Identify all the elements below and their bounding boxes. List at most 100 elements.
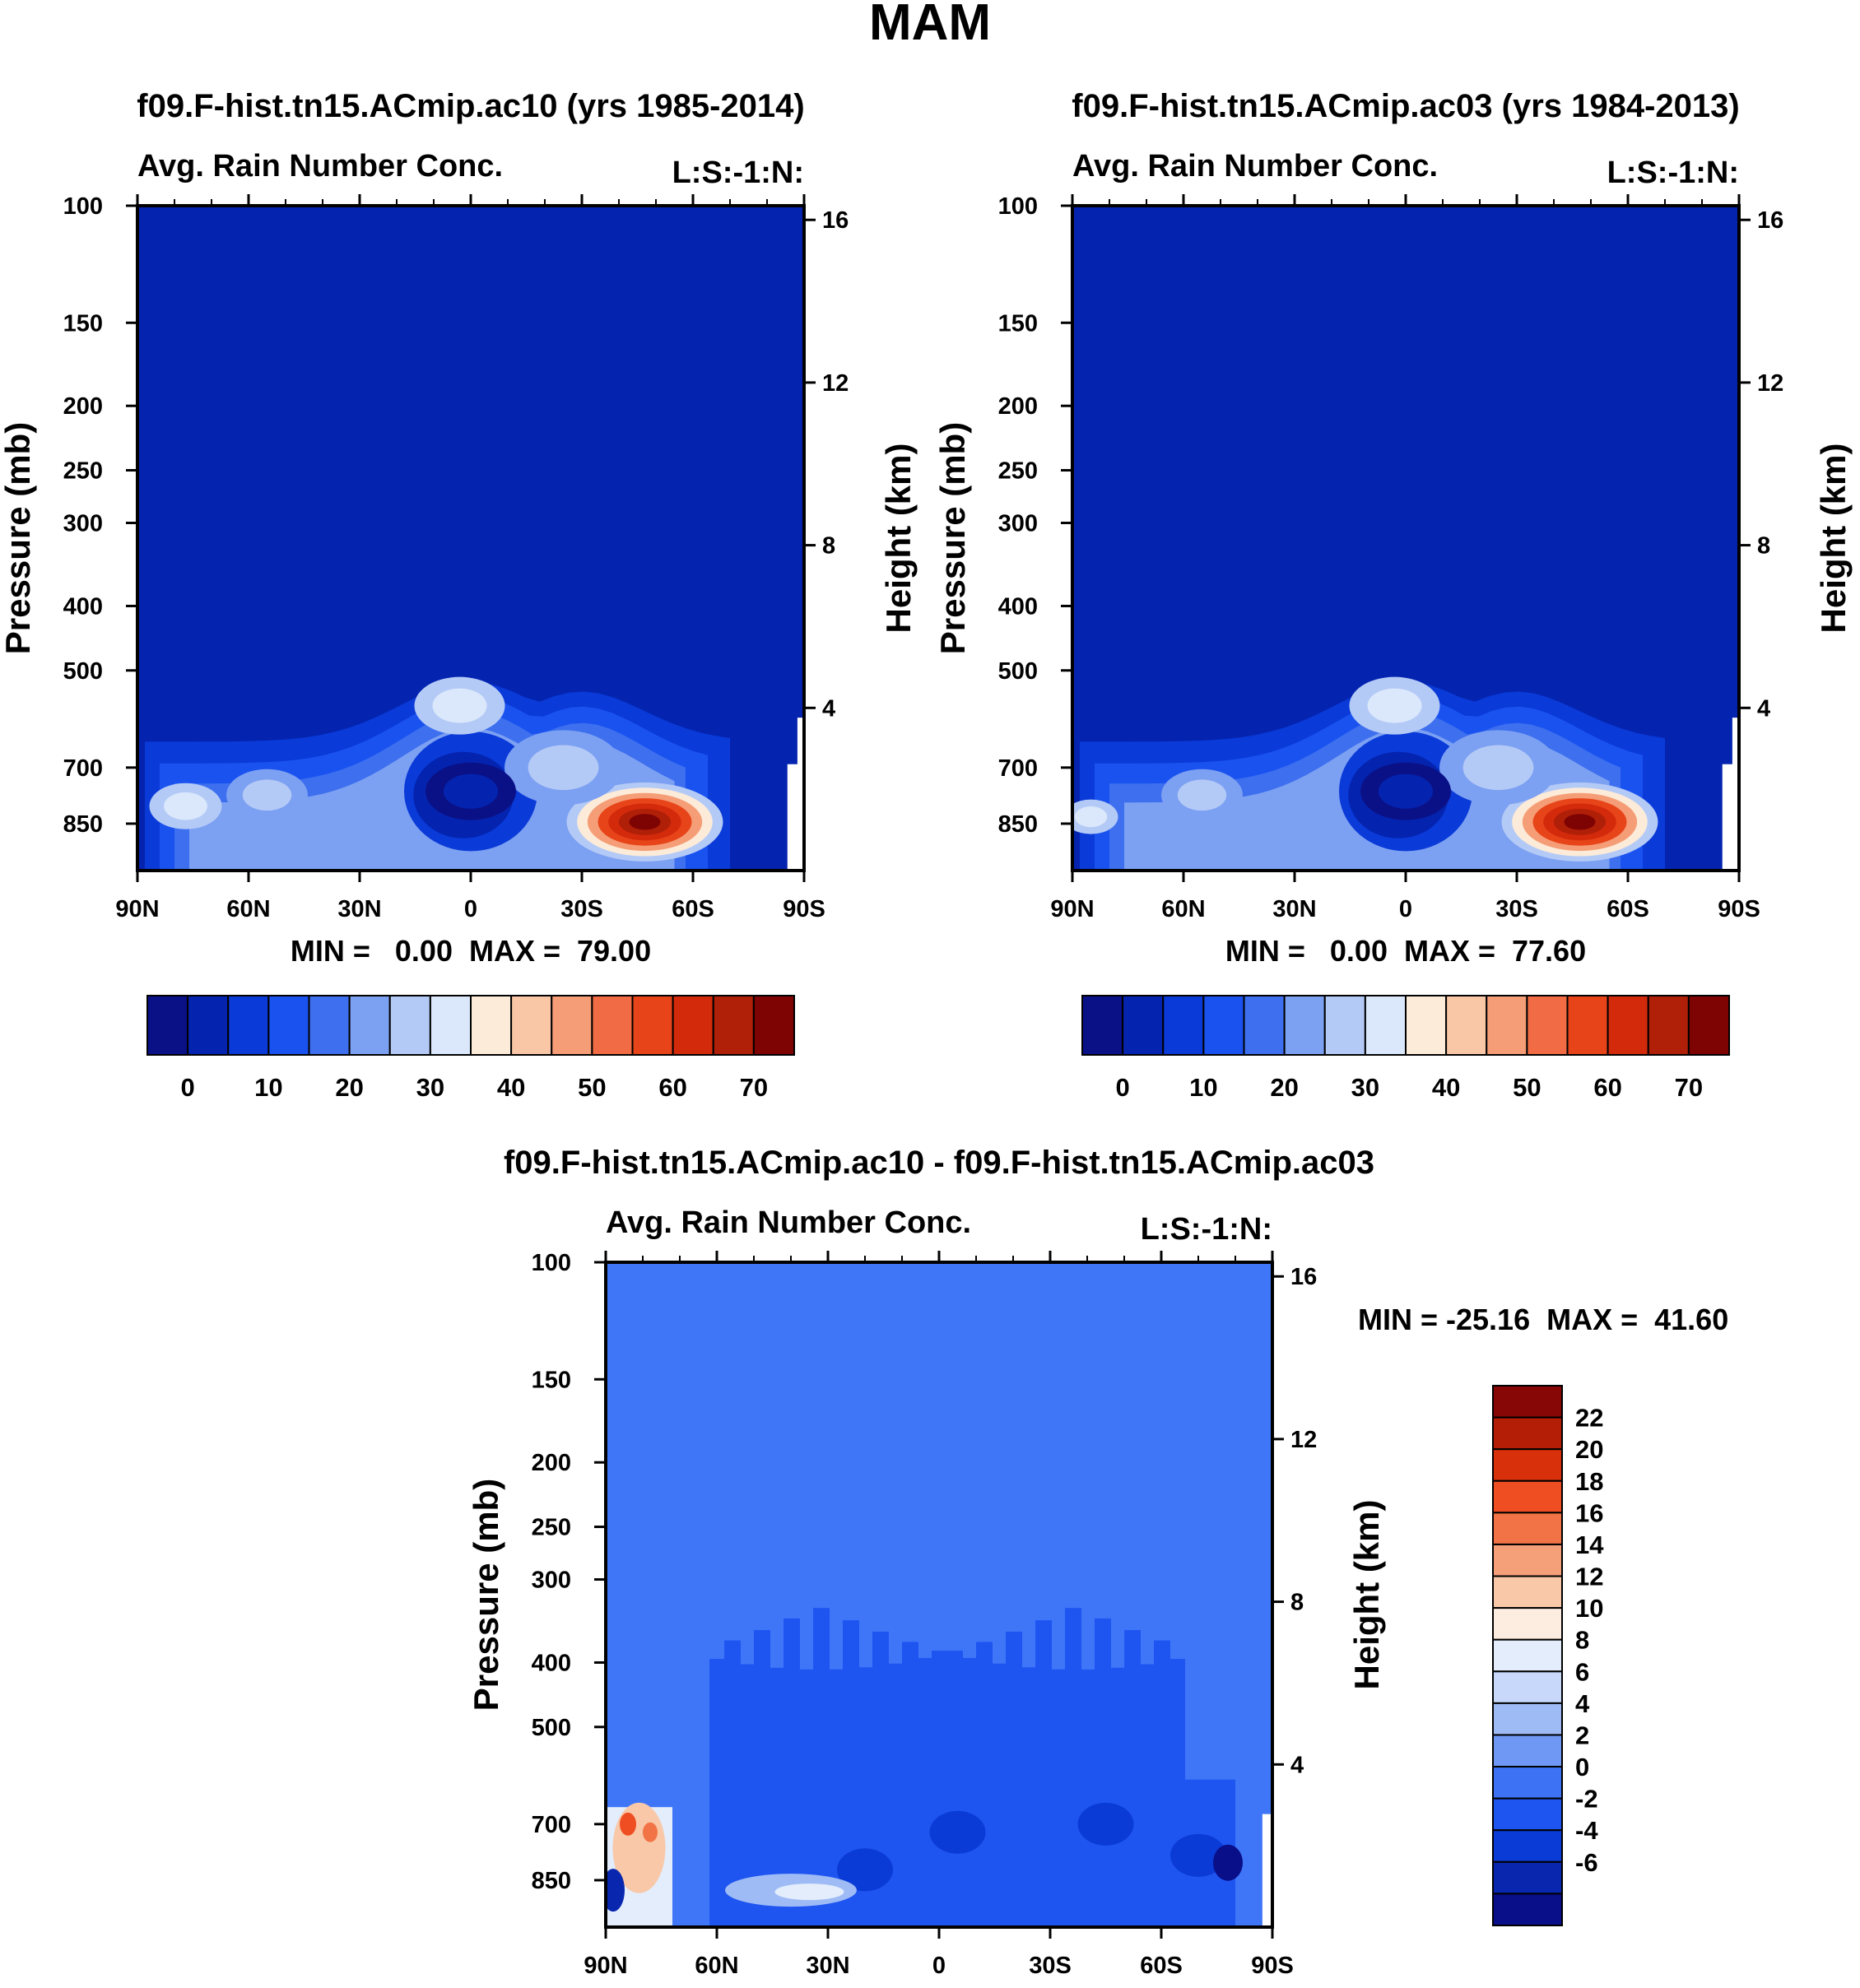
colorbar-box — [1323, 995, 1366, 1056]
contour-band — [643, 1822, 658, 1842]
panel-ac10: f09.F-hist.tn15.ACmip.ac10 (yrs 1985-201… — [0, 88, 918, 1102]
y2-tick-label: 4 — [1290, 1752, 1304, 1778]
x-tick-label: 0 — [932, 1953, 946, 1979]
colorbar-label: 10 — [254, 1073, 282, 1102]
colorbar-box — [1492, 1448, 1563, 1482]
y2-axis-title: Height (km) — [879, 444, 918, 634]
y2-tick-label: 16 — [822, 207, 849, 234]
y-tick-label: 200 — [532, 1450, 571, 1476]
x-tick-label: 90N — [1050, 896, 1094, 922]
colorbar-box — [267, 995, 310, 1056]
y-tick-label: 300 — [532, 1568, 571, 1594]
x-tick-label: 60S — [1140, 1953, 1183, 1979]
colorbar-box — [1202, 995, 1245, 1056]
colorbar-label: 30 — [1351, 1073, 1379, 1102]
x-tick-label: 90S — [783, 896, 825, 922]
y-tick-label: 700 — [532, 1812, 571, 1838]
y2-tick-label: 12 — [1290, 1427, 1317, 1453]
colorbar-label: 10 — [1189, 1073, 1217, 1102]
colorbar-box — [1486, 995, 1528, 1056]
colorbar-box — [1492, 1607, 1563, 1641]
contour-band — [432, 688, 487, 723]
colorbar-box — [1647, 995, 1690, 1056]
contour-band — [629, 814, 661, 830]
y-tick-label: 400 — [998, 593, 1038, 620]
colorbar-box — [227, 995, 270, 1056]
colorbar-label: 30 — [416, 1073, 444, 1102]
colorbar-label: 0 — [1575, 1753, 1589, 1781]
colorbar-label: 4 — [1575, 1689, 1590, 1718]
panel-title: f09.F-hist.tn15.ACmip.ac03 (yrs 1984-201… — [1072, 88, 1739, 124]
contour-band — [1462, 745, 1534, 791]
colorbar-box — [429, 995, 472, 1056]
colorbar-label: 2 — [1575, 1721, 1589, 1749]
panel-title: f09.F-hist.tn15.ACmip.ac10 - f09.F-hist.… — [504, 1145, 1374, 1181]
y2-axis-title: Height (km) — [1814, 444, 1853, 634]
y-tick-label: 300 — [998, 511, 1038, 537]
colorbar-label: 22 — [1575, 1404, 1603, 1433]
missing-data — [1262, 1814, 1272, 1927]
colorbar-label: 50 — [1513, 1073, 1541, 1102]
colorbar-label: 6 — [1575, 1657, 1589, 1686]
colorbar-box — [1243, 995, 1286, 1056]
missing-data — [797, 718, 804, 771]
contour-band — [1074, 806, 1108, 828]
contour-band — [242, 779, 292, 811]
x-tick-label: 90S — [1718, 896, 1760, 922]
y-tick-label: 100 — [532, 1250, 571, 1276]
contour-band — [1367, 688, 1422, 723]
colorbar-box — [470, 995, 513, 1056]
y-tick-label: 400 — [532, 1650, 571, 1676]
contour-field — [1072, 206, 1739, 871]
colorbar-box — [1492, 1829, 1563, 1863]
colorbar-box — [1566, 995, 1609, 1056]
missing-data — [1722, 764, 1739, 871]
min-max-label: MIN = 0.00 MAX = 79.00 — [291, 934, 651, 968]
y-tick-label: 500 — [532, 1715, 571, 1741]
contour-band — [528, 745, 599, 791]
colorbar-box — [1081, 995, 1124, 1056]
y-tick-label: 250 — [63, 458, 103, 485]
y2-tick-label: 16 — [1290, 1264, 1317, 1290]
min-max-label: MIN = -25.16 MAX = 41.60 — [1358, 1303, 1728, 1336]
y2-tick-label: 8 — [822, 533, 835, 560]
colorbar-box — [1122, 995, 1165, 1056]
colorbar-label: -6 — [1575, 1848, 1598, 1877]
missing-data — [787, 764, 804, 871]
y-tick-label: 100 — [998, 193, 1038, 220]
colorbar-label: 14 — [1575, 1530, 1604, 1559]
colorbar-box — [1405, 995, 1448, 1056]
colorbar-box — [1162, 995, 1205, 1056]
y-tick-label: 200 — [998, 393, 1038, 420]
colorbar-box — [1492, 1670, 1563, 1704]
colorbar-box — [1492, 1512, 1563, 1545]
variable-label: Avg. Rain Number Conc. — [137, 149, 503, 183]
axes: 90N 60N 30N 0 30S 60S 90S 100 150 200 250 300 400 500… — [532, 1250, 1318, 1979]
colorbar-box — [1492, 1385, 1563, 1419]
colorbar: 0 10 20 30 40 50 60 70 — [1081, 995, 1730, 1102]
colorbar-label: 12 — [1575, 1563, 1603, 1591]
y2-tick-label: 8 — [1757, 533, 1770, 560]
contour-field — [137, 206, 804, 871]
y2-tick-label: 12 — [822, 370, 849, 397]
y-tick-label: 100 — [63, 193, 103, 220]
page-title: MAM — [869, 0, 991, 51]
x-tick-label: 30N — [337, 896, 381, 922]
colorbar-box — [1364, 995, 1407, 1056]
colorbar-box — [308, 995, 351, 1056]
colorbar-box — [1283, 995, 1326, 1056]
variable-label: Avg. Rain Number Conc. — [606, 1205, 971, 1240]
y-tick-label: 250 — [532, 1515, 571, 1541]
colorbar-label: 18 — [1575, 1467, 1603, 1496]
missing-data — [1732, 718, 1739, 771]
y-tick-label: 400 — [63, 593, 103, 620]
y2-tick-label: 12 — [1757, 370, 1783, 397]
colorbar: 0 10 20 30 40 50 60 70 — [146, 995, 795, 1102]
colorbar-box — [1492, 1702, 1563, 1736]
y2-tick-label: 8 — [1290, 1590, 1304, 1616]
colorbar-box — [1492, 1575, 1563, 1609]
contour-band — [763, 1777, 819, 1820]
contour-band — [837, 1848, 893, 1892]
contour-band — [444, 773, 498, 809]
